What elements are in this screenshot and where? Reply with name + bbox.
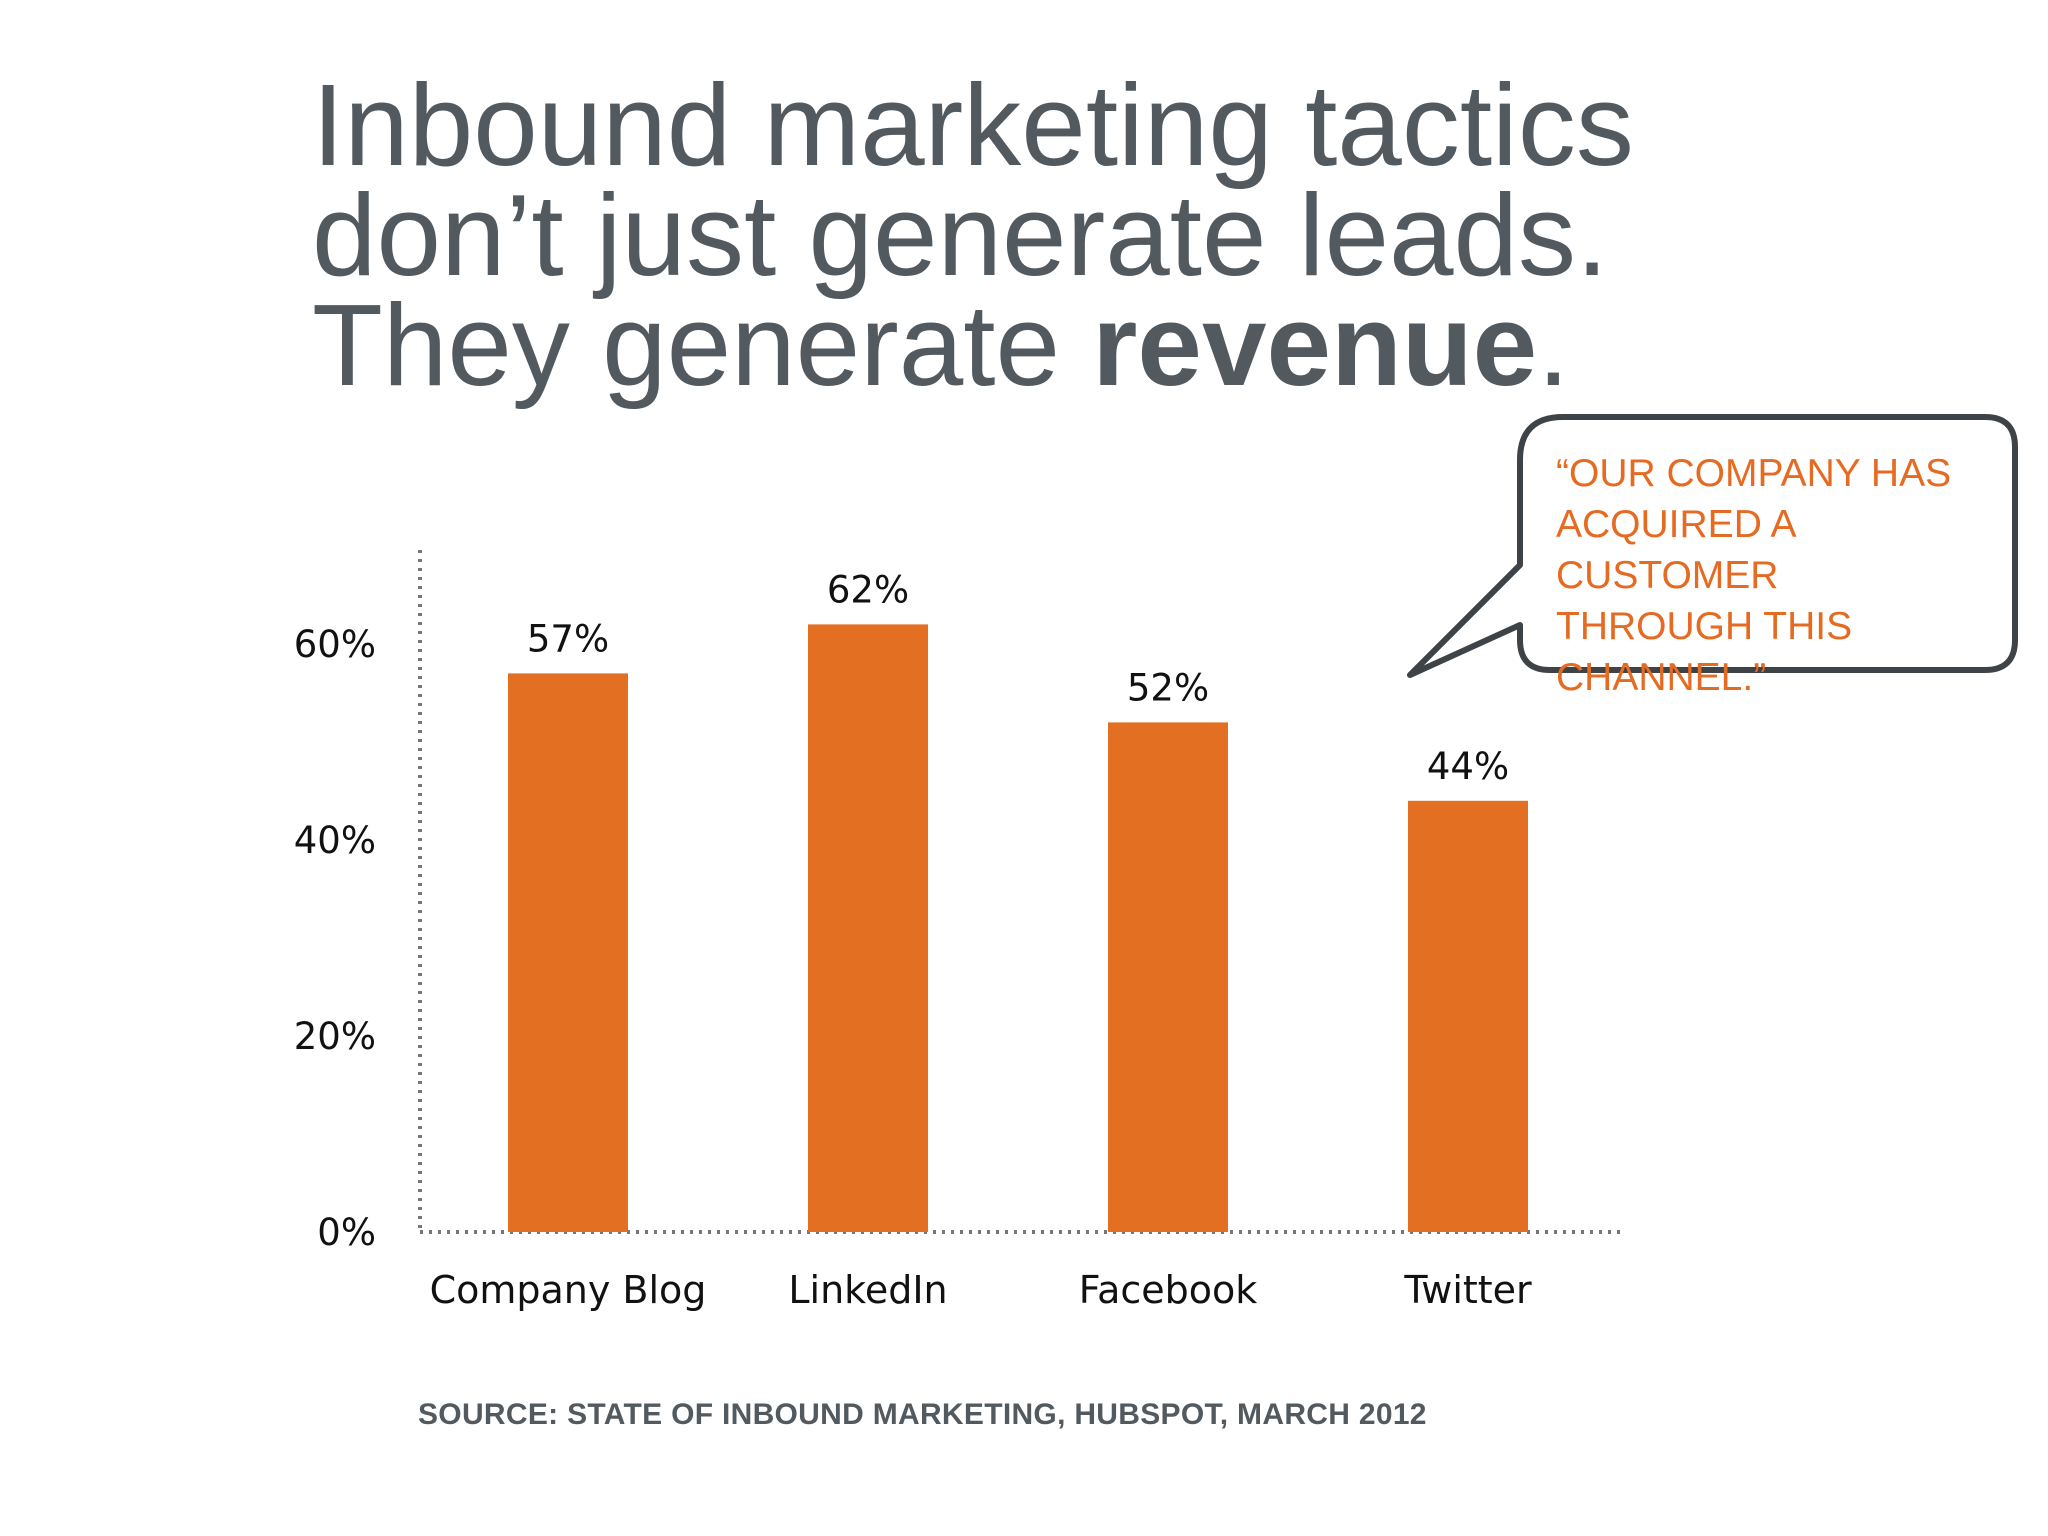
y-tick-label: 20% [294, 1015, 376, 1058]
y-tick-labels: 0% 20% 40% 60% [294, 623, 376, 1254]
title-line-1: Inbound marketing tactics [312, 60, 1634, 190]
title-line-3: They generate revenue. [312, 287, 1634, 403]
bar-value-label: 44% [1427, 745, 1509, 788]
value-labels: 57% 62% 52% 44% [527, 568, 1509, 787]
y-tick-label: 40% [294, 819, 376, 862]
callout-line-2: ACQUIRED A CUSTOMER [1556, 503, 1795, 597]
y-tick-label: 0% [317, 1211, 376, 1254]
title-line-3-suffix: . [1537, 280, 1570, 410]
category-label: LinkedIn [788, 1268, 947, 1312]
callout-line-4: CHANNEL.” [1556, 656, 1767, 699]
bar [1408, 800, 1528, 1232]
title-line-3-prefix: They generate [312, 280, 1093, 410]
bar-value-label: 62% [827, 568, 909, 611]
callout-line-1: “OUR COMPANY HAS [1556, 452, 1952, 495]
y-tick-label: 60% [294, 623, 376, 666]
speech-bubble-outline [1407, 414, 2018, 678]
bar [508, 673, 628, 1232]
slide-title: Inbound marketing tactics don’t just gen… [312, 60, 1634, 403]
title-emphasis: revenue [1092, 280, 1538, 410]
callout-quote: “OUR COMPANY HAS ACQUIRED A CUSTOMER THR… [1556, 448, 2016, 703]
callout-line-3: THROUGH THIS [1556, 605, 1853, 648]
bar [808, 624, 928, 1232]
category-label: Twitter [1403, 1268, 1532, 1312]
category-label: Company Blog [430, 1268, 707, 1312]
bar-value-label: 57% [527, 617, 609, 660]
source-note: SOURCE: STATE OF INBOUND MARKETING, HUBS… [418, 1398, 1427, 1431]
category-label: Facebook [1079, 1268, 1258, 1312]
bars [508, 624, 1528, 1232]
title-line-2: don’t just generate leads. [312, 170, 1609, 300]
bar [1108, 722, 1228, 1232]
bar-value-label: 52% [1127, 666, 1209, 709]
category-labels: Company Blog LinkedIn Facebook Twitter [430, 1268, 1532, 1312]
